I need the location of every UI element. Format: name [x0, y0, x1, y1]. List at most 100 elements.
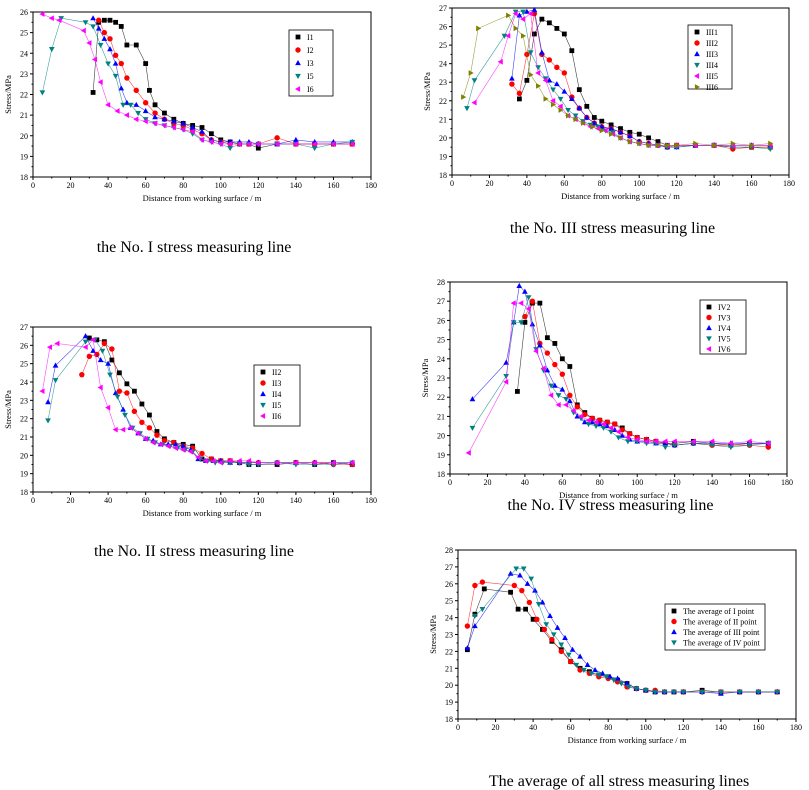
data-point — [120, 102, 126, 108]
data-point — [109, 346, 115, 352]
data-point — [105, 101, 111, 108]
data-point — [112, 426, 118, 433]
data-point — [150, 439, 156, 446]
data-point — [227, 457, 233, 464]
data-point — [509, 81, 515, 87]
data-point — [86, 40, 92, 46]
x-tick-label: 0 — [448, 478, 452, 487]
data-point — [526, 599, 533, 606]
data-point — [135, 430, 141, 437]
data-point — [96, 17, 102, 23]
x-axis-label: Distance from working surface / m — [143, 193, 262, 203]
data-point — [505, 32, 511, 39]
data-point — [525, 306, 531, 312]
y-axis-label: Stress/MPa — [422, 72, 432, 111]
legend-label: II2 — [272, 368, 281, 377]
data-point — [105, 404, 111, 411]
y-tick-label: 20 — [445, 681, 453, 690]
y-tick-label: 19 — [445, 698, 453, 707]
y-tick-label: 21 — [437, 412, 445, 421]
data-point — [133, 42, 139, 48]
data-point — [600, 421, 606, 427]
series-line — [468, 302, 769, 454]
data-point — [662, 445, 669, 451]
data-point — [152, 114, 158, 120]
data-point — [180, 446, 186, 453]
data-point — [513, 566, 520, 572]
data-point — [476, 25, 482, 32]
x-tick-label: 180 — [365, 181, 377, 190]
data-point — [614, 675, 621, 681]
data-point — [503, 378, 509, 385]
data-point — [566, 398, 573, 404]
x-tick-label: 20 — [67, 496, 75, 505]
data-point — [543, 622, 550, 628]
data-point — [464, 623, 471, 629]
data-point — [574, 413, 581, 419]
data-point — [558, 107, 564, 113]
data-point — [52, 378, 59, 384]
data-point — [749, 142, 755, 149]
data-point — [208, 131, 214, 137]
data-point — [537, 300, 543, 306]
y-tick-label: 20 — [20, 132, 28, 141]
y-tick-label: 22 — [445, 647, 453, 656]
data-point — [142, 108, 149, 114]
data-point — [507, 570, 514, 576]
y-axis-label: Stress/MPa — [420, 358, 430, 397]
legend-marker — [295, 47, 301, 53]
data-point — [39, 90, 46, 96]
data-point — [311, 141, 317, 147]
chart-panel-4: 0 20 40 60 80 100 120 140 160 180 18 19 20 21 22 23 24 25… — [420, 278, 793, 514]
data-point — [246, 462, 252, 468]
y-tick-label: 19 — [20, 470, 28, 479]
data-point — [124, 390, 130, 396]
data-point — [522, 288, 528, 294]
data-point — [90, 24, 96, 30]
data-point — [559, 386, 566, 392]
data-point — [529, 298, 536, 304]
data-point — [617, 129, 624, 135]
data-point — [97, 384, 103, 391]
data-point — [522, 319, 528, 325]
data-point — [709, 443, 715, 449]
data-point — [531, 6, 538, 12]
data-point — [662, 438, 668, 445]
data-point — [539, 599, 546, 605]
y-tick-label: 18 — [20, 488, 28, 497]
legend-marker — [295, 60, 301, 66]
data-point — [599, 118, 605, 124]
data-point — [101, 35, 108, 41]
data-point — [574, 404, 581, 410]
data-point — [585, 421, 592, 428]
y-tick-label: 26 — [20, 8, 28, 17]
x-tick-label: 120 — [252, 181, 264, 190]
data-point — [596, 421, 603, 427]
data-point — [555, 393, 562, 399]
data-point — [236, 457, 242, 464]
data-point — [618, 681, 625, 687]
legend-marker — [694, 51, 700, 57]
x-tick-label: 40 — [523, 179, 531, 188]
data-point — [602, 127, 608, 134]
data-point — [274, 135, 280, 141]
data-point — [537, 342, 543, 348]
data-point — [118, 24, 124, 29]
data-point — [555, 402, 561, 408]
data-point — [589, 415, 595, 422]
data-point — [652, 689, 659, 695]
panel-caption: the No. III stress measuring line — [510, 220, 715, 237]
data-point — [170, 118, 177, 124]
data-point — [479, 607, 486, 613]
data-point — [82, 333, 89, 339]
y-tick-label: 24 — [20, 49, 28, 58]
y-tick-label: 27 — [445, 563, 453, 572]
data-point — [546, 77, 553, 83]
y-tick-label: 19 — [437, 451, 445, 460]
data-point — [539, 49, 545, 55]
data-point — [292, 459, 298, 466]
legend-marker — [706, 325, 712, 331]
x-tick-label: 180 — [365, 496, 377, 505]
data-point — [80, 27, 86, 34]
data-point — [293, 136, 299, 142]
